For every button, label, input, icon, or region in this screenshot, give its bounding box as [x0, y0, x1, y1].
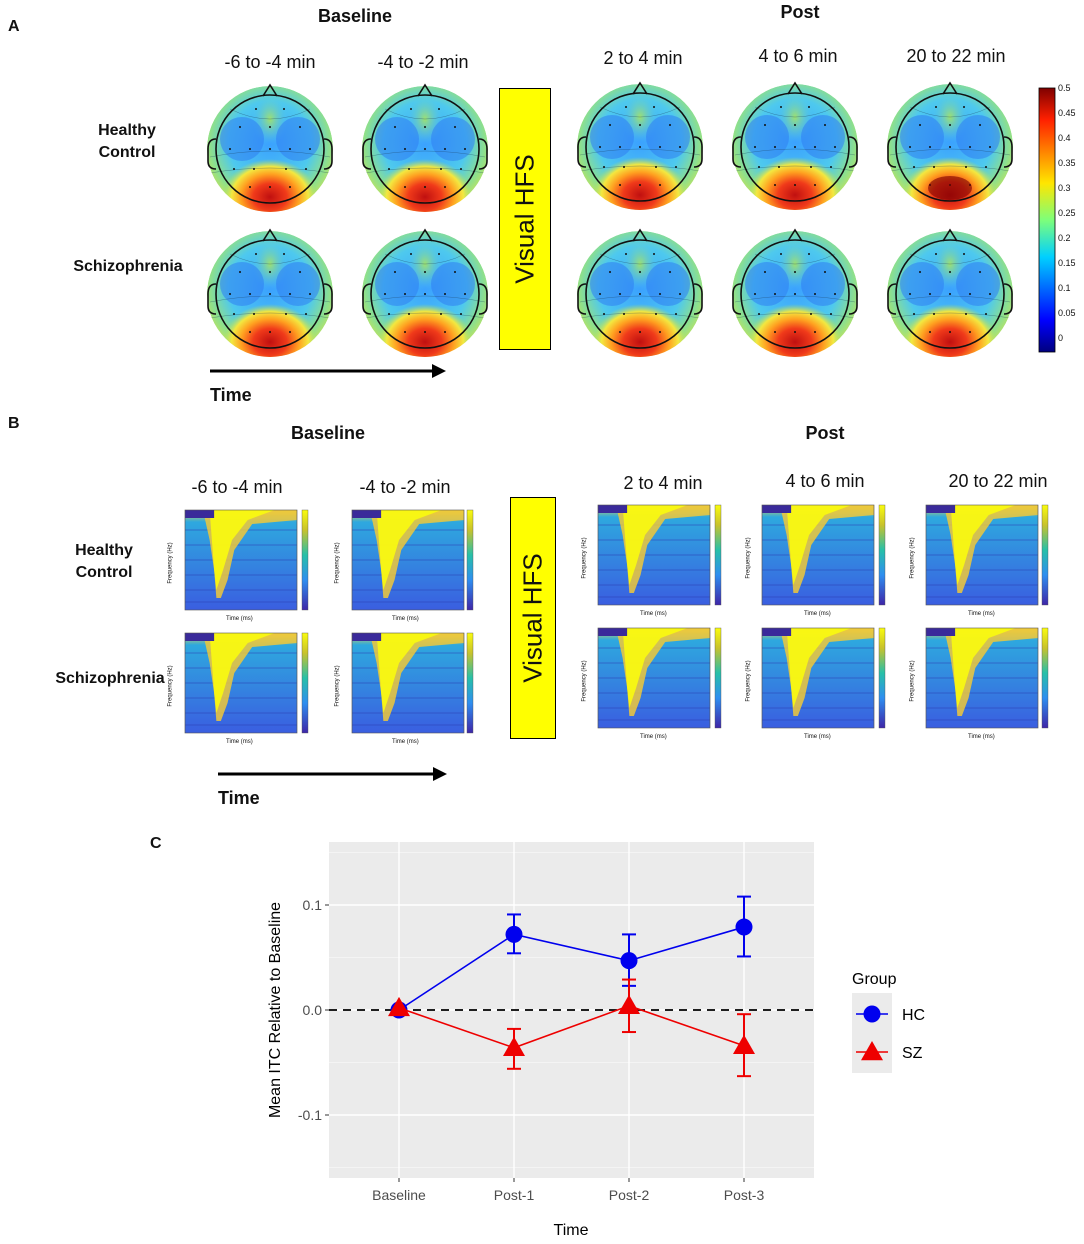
- spec-xlabel: Time (ms): [226, 739, 253, 745]
- cb-tick: 0.15: [1058, 258, 1076, 268]
- panel-a-baseline-header: Baseline: [317, 6, 393, 26]
- legend-title: Group: [852, 971, 897, 988]
- spec-xlabel: Time (ms): [640, 611, 667, 617]
- series-sz: [388, 978, 755, 1078]
- point-sz: [733, 1034, 755, 1054]
- panel-b-spectrograms: [184, 504, 1049, 781]
- panel-b-row-hc: Healthy Control: [75, 542, 133, 581]
- panel-a-col-3: 2 to 4 min: [603, 48, 683, 68]
- point-hc: [620, 952, 638, 970]
- panel-c-letter: C: [150, 835, 162, 852]
- cb-tick: 0.25: [1058, 208, 1076, 218]
- point-sz: [618, 994, 640, 1015]
- spec-xlabel: Time (ms): [392, 739, 419, 745]
- point-hc: [505, 925, 523, 943]
- panel-a-col-2: -4 to -2 min: [377, 52, 469, 72]
- y-tick-label: -0.1: [298, 1107, 322, 1123]
- panel-a-colorbar-ticks: 0.5 0.45 0.4 0.35 0.3 0.25 0.2 0.15 0.1 …: [1058, 83, 1084, 358]
- panel-a-row-sz: Schizophrenia: [73, 258, 183, 275]
- topo-hc-5: [887, 83, 1013, 233]
- y-tick-labels: -0.1 0.0 0.1: [298, 897, 329, 1123]
- panel-a-letter: A: [8, 18, 20, 35]
- panel-a-visual-hfs-box: Visual HFS: [499, 88, 551, 350]
- legend-label-hc: HC: [902, 1007, 925, 1024]
- panel-a-col-5: 20 to 22 min: [906, 46, 1006, 66]
- cb-tick: 0.05: [1058, 308, 1076, 318]
- legend-marker-hc: [863, 1005, 881, 1023]
- panel-a-col-1: -6 to -4 min: [224, 52, 316, 72]
- spec-xlabel: Time (ms): [968, 611, 995, 617]
- panel-b-col-3: 2 to 4 min: [623, 473, 703, 493]
- cb-tick: 0.5: [1058, 83, 1071, 93]
- y-axis-label: Mean ITC Relative to Baseline: [267, 902, 284, 1118]
- series-line-sz: [398, 1004, 745, 1049]
- panel-b-col-2: -4 to -2 min: [359, 477, 451, 497]
- series-group: [388, 895, 755, 1078]
- cb-tick: 0.35: [1058, 158, 1076, 168]
- x-tick-labels: Baseline Post-1 Post-2 Post-3: [372, 1178, 764, 1203]
- y-tick-label: 0.1: [303, 897, 323, 913]
- panel-b-col-1: -6 to -4 min: [191, 477, 283, 497]
- legend: HC SZ: [856, 1005, 925, 1062]
- panel-b-col-5: 20 to 22 min: [948, 471, 1048, 491]
- spec-xlabel: Time (ms): [804, 734, 831, 740]
- panel-b-post-header: Post: [805, 423, 845, 443]
- x-tick-label: Post-3: [724, 1187, 765, 1203]
- legend-marker-sz: [861, 1041, 883, 1061]
- panel-a-time-label: Time: [210, 385, 252, 405]
- spec-xlabel: Time (ms): [226, 616, 253, 622]
- spec-xlabel: Time (ms): [968, 734, 995, 740]
- panel-b-time-label: Time: [218, 788, 260, 808]
- series-hc: [390, 895, 753, 1019]
- point-sz: [388, 996, 410, 1017]
- cb-tick: 0.3: [1058, 183, 1071, 193]
- x-tick-label: Post-2: [609, 1187, 650, 1203]
- legend-label-sz: SZ: [902, 1045, 923, 1062]
- panel-a-topoplots: [0, 0, 1056, 420]
- x-tick-label: Post-1: [494, 1187, 535, 1203]
- panel-a-colorbar: [1038, 87, 1056, 353]
- cb-tick: 0.1: [1058, 283, 1071, 293]
- spec-xlabel: Time (ms): [804, 611, 831, 617]
- panel-b-row-sz: Schizophrenia: [55, 670, 165, 687]
- panel-b-col-4: 4 to 6 min: [785, 471, 865, 491]
- spec-xlabel: Time (ms): [392, 616, 419, 622]
- point-hc: [735, 918, 753, 936]
- panel-b-letter: B: [8, 415, 20, 432]
- panel-a-time-arrowhead: [432, 364, 446, 378]
- panel-a-row-hc: Healthy Control: [98, 122, 156, 161]
- cb-tick: 0.2: [1058, 233, 1071, 243]
- grid-minor: [329, 852, 814, 1168]
- panel-b-visual-hfs-box: Visual HFS: [510, 497, 556, 739]
- cb-tick: 0.4: [1058, 133, 1071, 143]
- cb-tick: 0.45: [1058, 108, 1076, 118]
- x-axis-label: Time: [554, 1222, 589, 1239]
- y-tick-label: 0.0: [303, 1002, 323, 1018]
- cb-tick: 0: [1058, 333, 1064, 343]
- point-sz: [503, 1036, 525, 1057]
- spec-xlabel: Time (ms): [640, 734, 667, 740]
- legend-key-bg: [852, 993, 892, 1073]
- series-line-hc: [398, 926, 745, 1011]
- panel-a-col-4: 4 to 6 min: [758, 46, 838, 66]
- panel-b-time-arrowhead: [433, 767, 447, 781]
- panel-b-baseline-header: Baseline: [290, 423, 366, 443]
- panel-a-post-header: Post: [780, 2, 820, 22]
- x-tick-label: Baseline: [372, 1187, 426, 1203]
